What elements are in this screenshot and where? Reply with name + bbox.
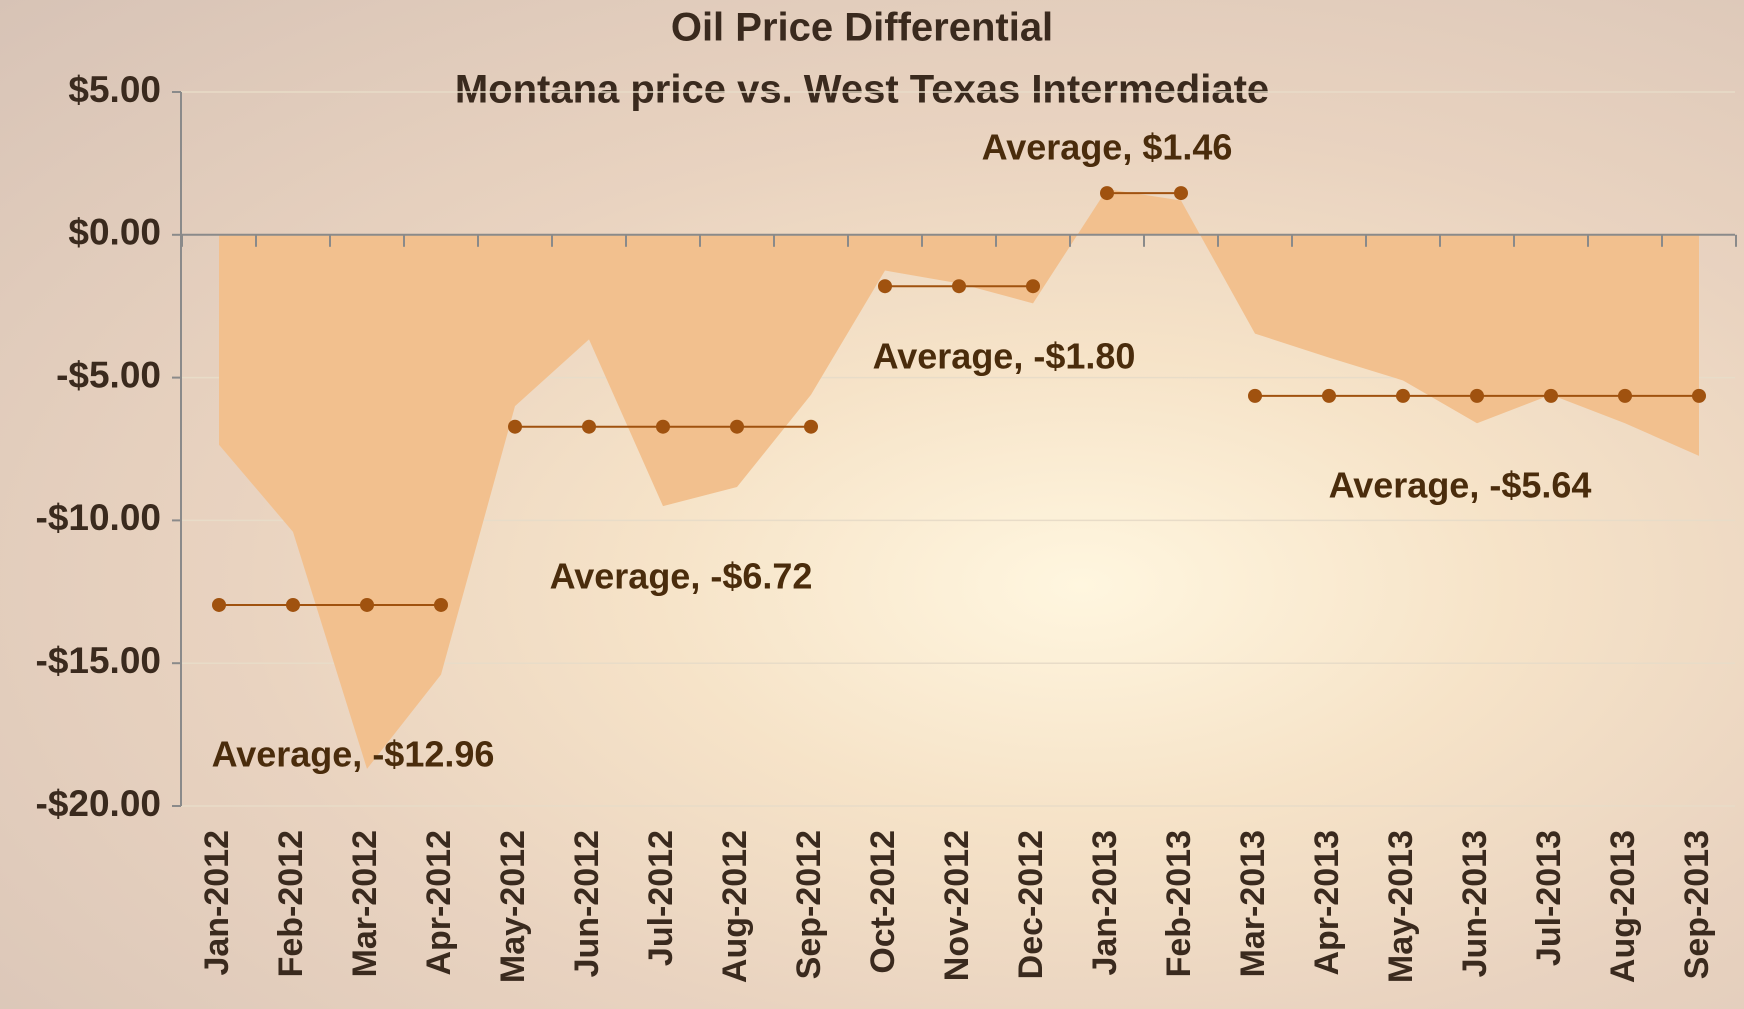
x-tick-label: Sep-2012 xyxy=(790,830,828,979)
x-tick-label: Dec-2012 xyxy=(1012,830,1050,979)
average-marker xyxy=(1692,388,1706,403)
x-tick-label: Sep-2013 xyxy=(1678,830,1716,979)
x-tick-label: May-2013 xyxy=(1382,830,1420,983)
average-marker xyxy=(952,279,966,294)
average-marker xyxy=(1322,388,1336,403)
average-marker xyxy=(1100,186,1114,201)
average-marker xyxy=(1544,388,1558,403)
x-tick-label: Nov-2012 xyxy=(938,830,976,981)
average-marker xyxy=(1174,186,1188,201)
average-marker xyxy=(1618,388,1632,403)
average-label: Average, -$6.72 xyxy=(550,556,813,597)
average-marker xyxy=(434,597,448,612)
x-tick-label: Mar-2013 xyxy=(1234,830,1272,977)
y-tick-label: -$5.00 xyxy=(56,354,161,395)
average-marker xyxy=(286,597,300,612)
chart-title: Oil Price Differential xyxy=(671,6,1053,50)
chart-subtitle: Montana price vs. West Texas Intermediat… xyxy=(455,68,1269,112)
y-tick-label: $5.00 xyxy=(68,69,161,110)
average-marker xyxy=(212,597,226,612)
average-marker xyxy=(730,419,744,434)
x-tick-label: Feb-2012 xyxy=(272,830,310,977)
average-marker xyxy=(1026,279,1040,294)
x-tick-label: Aug-2013 xyxy=(1604,830,1642,983)
average-marker xyxy=(1396,388,1410,403)
x-tick-label: Mar-2012 xyxy=(346,830,384,977)
x-tick-label: Jun-2013 xyxy=(1456,830,1494,977)
y-tick-label: $0.00 xyxy=(68,212,161,253)
average-marker xyxy=(804,419,818,434)
y-tick-label: -$10.00 xyxy=(36,497,162,538)
average-label: Average, -$5.64 xyxy=(1329,465,1592,506)
y-tick-label: -$20.00 xyxy=(36,783,162,824)
average-marker xyxy=(508,419,522,434)
average-marker xyxy=(656,419,670,434)
x-tick-label: Jul-2012 xyxy=(642,830,680,966)
x-tick-label: Apr-2013 xyxy=(1308,830,1346,976)
x-tick-label: Jun-2012 xyxy=(568,830,606,977)
x-tick-label: Jul-2013 xyxy=(1530,830,1568,966)
y-tick-label: -$15.00 xyxy=(36,640,162,681)
x-tick-label: Apr-2012 xyxy=(420,830,458,976)
x-tick-label: Aug-2012 xyxy=(716,830,754,983)
x-tick-label: May-2012 xyxy=(494,830,532,983)
area xyxy=(219,189,1699,769)
average-marker xyxy=(360,597,374,612)
average-label: Average, -$12.96 xyxy=(212,734,495,775)
average-marker xyxy=(1470,388,1484,403)
x-tick-label: Jan-2013 xyxy=(1086,830,1124,976)
x-tick-label: Jan-2012 xyxy=(198,830,236,976)
average-label: Average, $1.46 xyxy=(982,127,1233,168)
average-marker xyxy=(878,279,892,294)
average-label: Average, -$1.80 xyxy=(873,336,1136,377)
average-marker xyxy=(1248,388,1262,403)
average-marker xyxy=(582,419,596,434)
x-tick-label: Feb-2013 xyxy=(1160,830,1198,977)
x-tick-label: Oct-2012 xyxy=(864,830,902,974)
